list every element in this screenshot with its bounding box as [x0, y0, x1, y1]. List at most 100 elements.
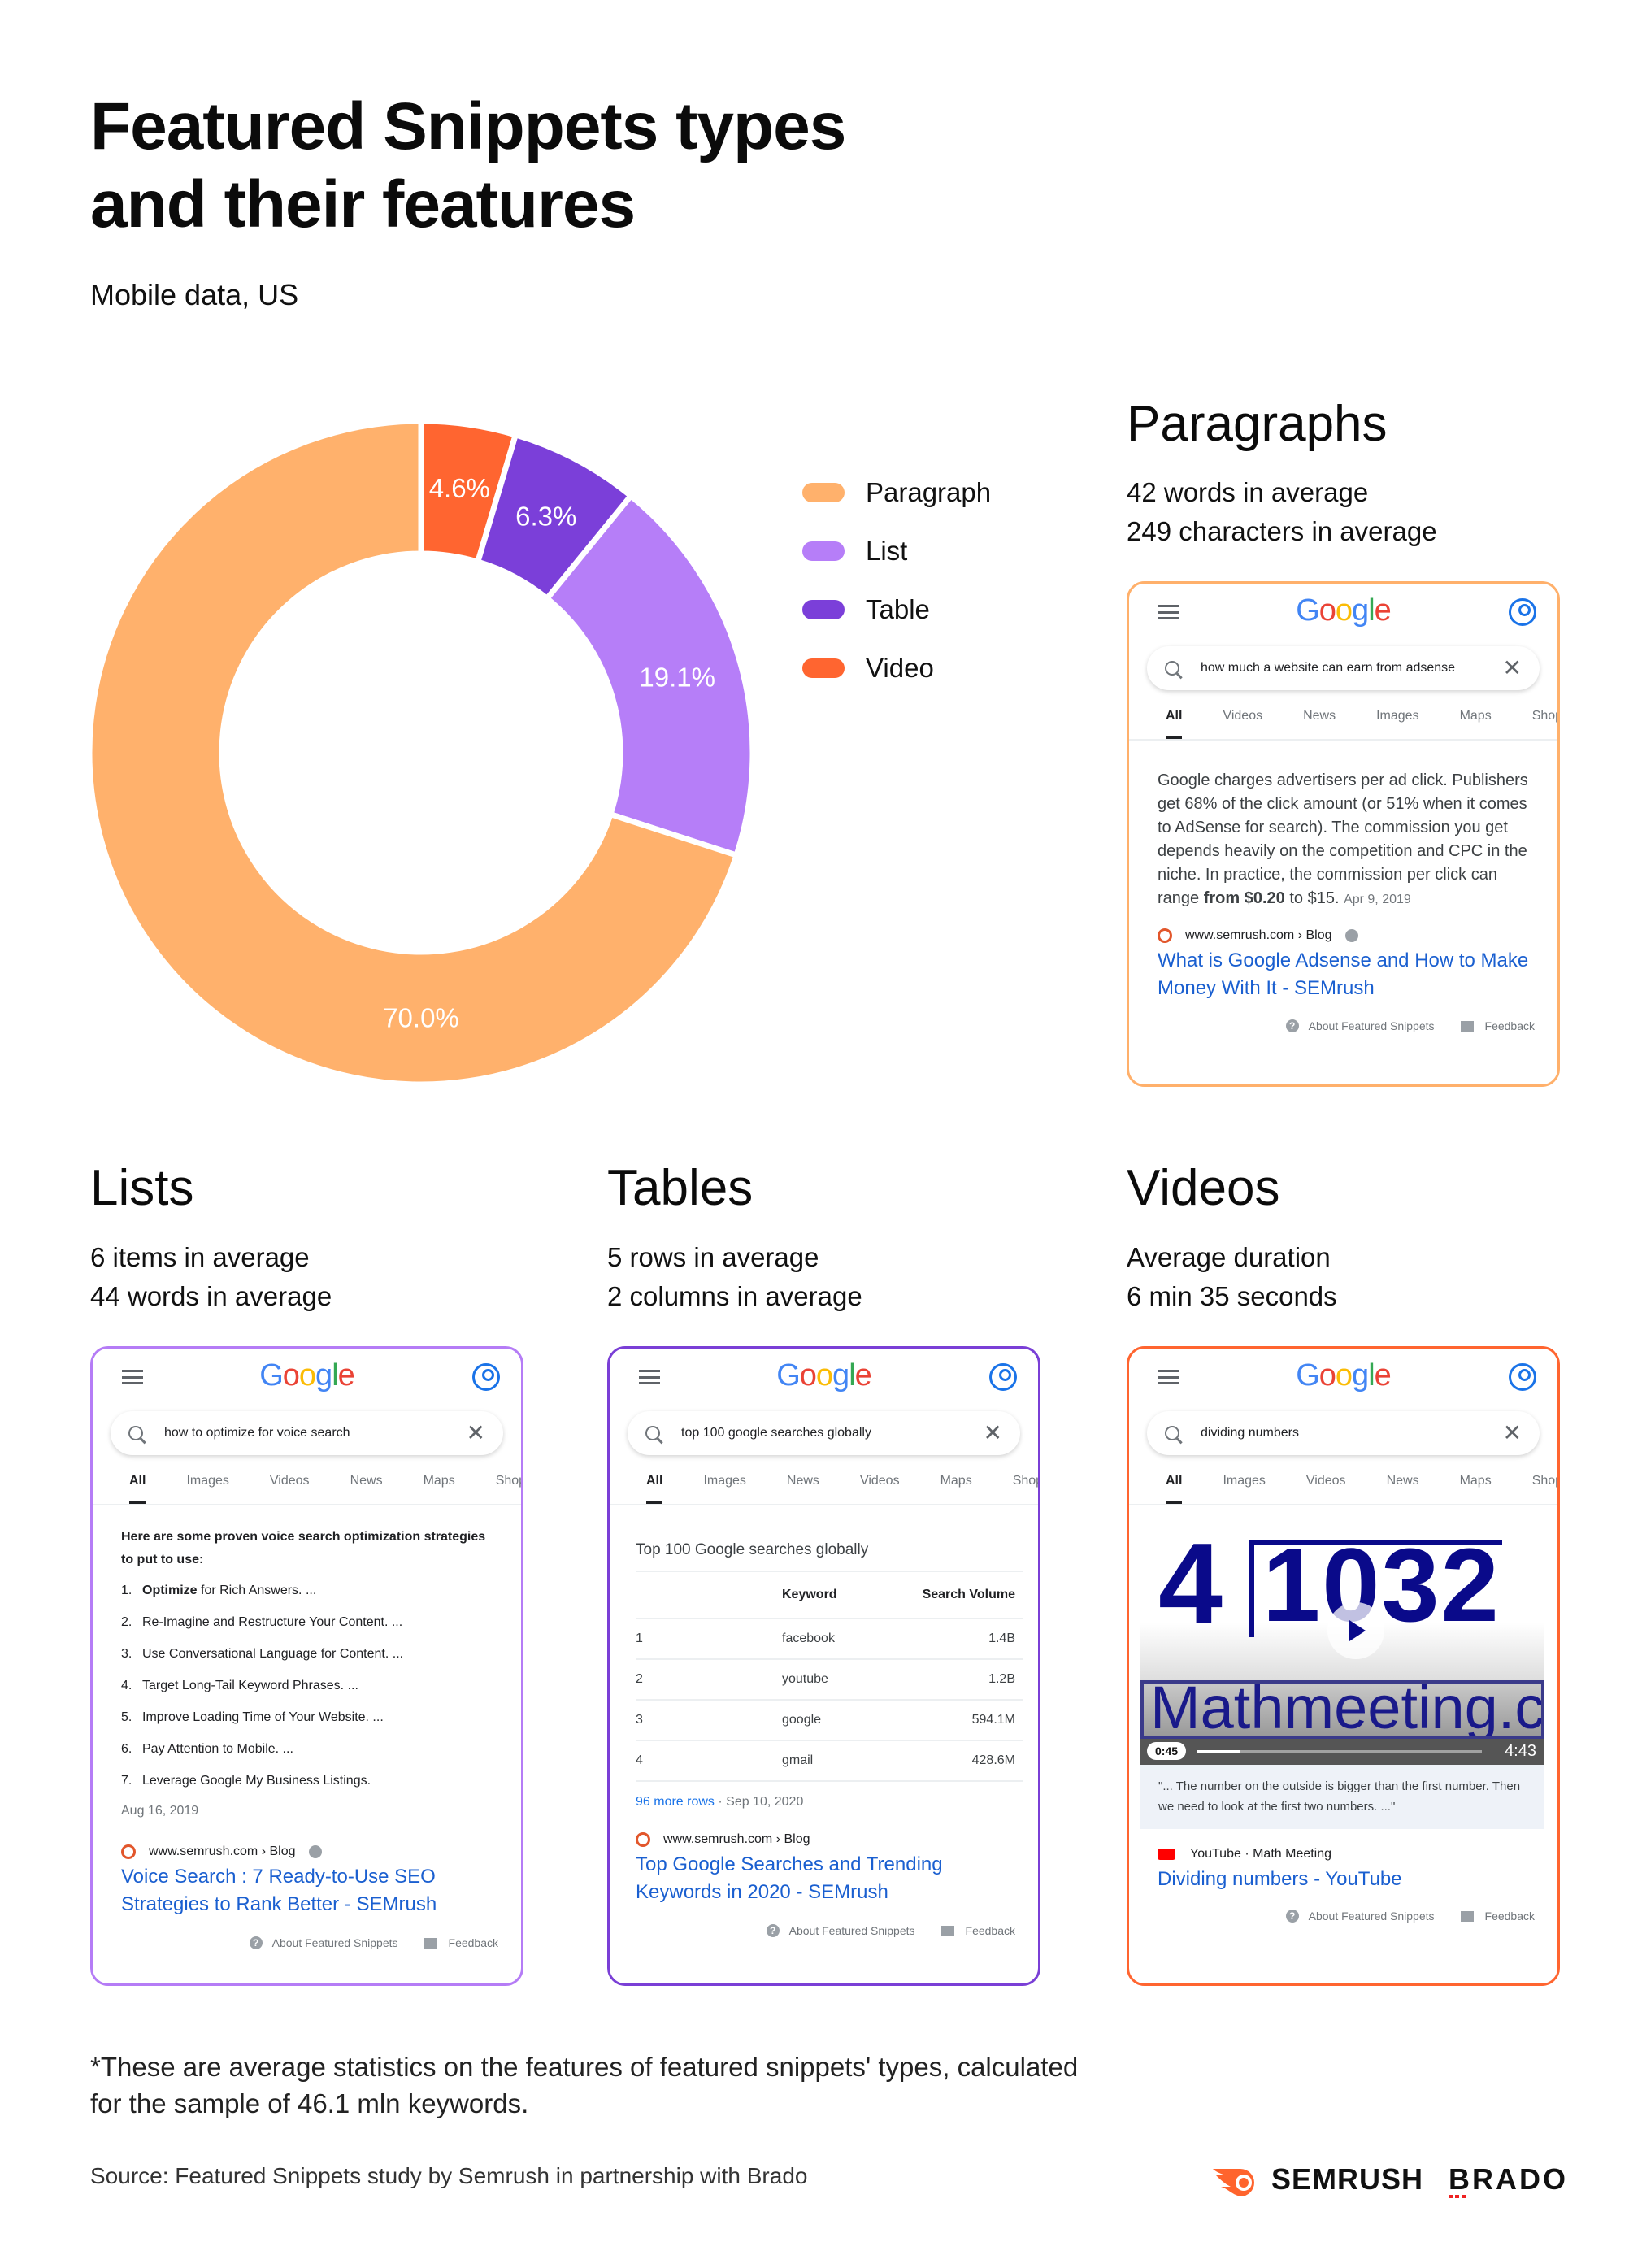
tab-videos[interactable]: Videos — [1223, 709, 1263, 723]
tab-all[interactable]: All — [646, 1471, 663, 1504]
tab-shoppi[interactable]: Shoppi — [1531, 1474, 1557, 1488]
tab-maps[interactable]: Maps — [423, 1474, 455, 1488]
thumb-divisor: 4 — [1158, 1527, 1223, 1649]
search-tabs: All Videos News Images Maps Shoppi — [1129, 706, 1557, 741]
list-item: 4. Target Long-Tail Keyword Phrases. ... — [121, 1670, 493, 1701]
google-logo-letter: o — [1335, 1358, 1353, 1393]
result-title-link[interactable]: Voice Search : 7 Ready-to-Use SEO Strate… — [121, 1866, 437, 1915]
tab-shoppi[interactable]: Shoppi — [495, 1474, 521, 1488]
tab-videos[interactable]: Videos — [1305, 1474, 1346, 1488]
account-icon[interactable] — [1509, 1363, 1536, 1391]
search-icon — [1165, 661, 1179, 676]
about-featured-snippets-link[interactable]: About Featured Snippets — [1308, 1910, 1435, 1923]
snippet-text: Google charges advertisers per ad click.… — [1158, 771, 1528, 907]
menu-icon[interactable] — [1158, 1370, 1179, 1384]
video-progress-track[interactable] — [1197, 1750, 1482, 1753]
search-input[interactable]: dividing numbers — [1201, 1426, 1299, 1440]
feedback-link[interactable]: Feedback — [1484, 1019, 1535, 1032]
about-featured-snippets-link[interactable]: About Featured Snippets — [788, 1924, 915, 1937]
list-text: Use Conversational Language for Content.… — [142, 1638, 403, 1670]
table-cell: 3 — [636, 1713, 643, 1727]
feedback-icon — [940, 1925, 954, 1936]
google-logo-letter: o — [298, 1358, 316, 1393]
list-item: 6. Pay Attention to Mobile. ... — [121, 1733, 493, 1765]
menu-icon[interactable] — [639, 1370, 660, 1384]
list-text: Target Long-Tail Keyword Phrases. ... — [142, 1670, 358, 1701]
stat-line: 2 columns in average — [607, 1281, 862, 1311]
tab-news[interactable]: News — [1303, 709, 1336, 723]
about-featured-snippets-link[interactable]: About Featured Snippets — [271, 1936, 398, 1949]
feedback-link[interactable]: Feedback — [965, 1924, 1015, 1937]
search-input[interactable]: top 100 google searches globally — [681, 1426, 871, 1440]
tab-images[interactable]: Images — [1376, 709, 1419, 723]
tab-images[interactable]: Images — [703, 1474, 746, 1488]
account-icon[interactable] — [1509, 598, 1536, 626]
snippet-footer: ? About Featured Snippets Feedback — [1129, 1015, 1557, 1037]
result-title-link[interactable]: Top Google Searches and Trending Keyword… — [636, 1853, 943, 1903]
search-bar[interactable]: dividing numbers ✕ — [1147, 1411, 1540, 1455]
snippet-table: Keyword Search Volume 1 facebook 1.4B 2 youtub… — [636, 1572, 1023, 1782]
stat-line: 6 min 35 seconds — [1127, 1281, 1337, 1311]
feedback-link[interactable]: Feedback — [1484, 1910, 1535, 1923]
tab-maps[interactable]: Maps — [1459, 709, 1492, 723]
search-bar[interactable]: top 100 google searches globally ✕ — [628, 1411, 1020, 1455]
table-cell: 1.2B — [988, 1672, 1015, 1686]
search-input[interactable]: how to optimize for voice search — [164, 1426, 350, 1440]
video-caption: "... The number on the outside is bigger… — [1140, 1765, 1544, 1829]
google-logo: Google — [1129, 593, 1557, 628]
table-cell: 1 — [636, 1631, 643, 1645]
play-button[interactable] — [1327, 1602, 1384, 1659]
feedback-link[interactable]: Feedback — [448, 1936, 498, 1949]
result-title-link[interactable]: What is Google Adsense and How to Make M… — [1158, 949, 1529, 999]
legend-swatch — [802, 600, 845, 619]
tab-maps[interactable]: Maps — [940, 1474, 972, 1488]
tab-all[interactable]: All — [129, 1471, 146, 1504]
clear-icon[interactable]: ✕ — [983, 1420, 1002, 1445]
clear-icon[interactable]: ✕ — [1502, 655, 1522, 680]
tab-news[interactable]: News — [1386, 1474, 1419, 1488]
youtube-icon — [1158, 1849, 1175, 1860]
brado-dots — [1449, 2195, 1568, 2198]
video-thumbnail[interactable]: 4 1032 Mathmeeting.com 0:45 4:43 — [1140, 1527, 1544, 1765]
tab-news[interactable]: News — [786, 1474, 819, 1488]
search-bar[interactable]: how to optimize for voice search ✕ — [111, 1411, 503, 1455]
help-icon: ? — [1285, 1019, 1299, 1032]
legend-label: Table — [866, 594, 930, 624]
snippet-footer: ? About Featured Snippets Feedback — [1129, 1905, 1557, 1927]
about-featured-snippets-link[interactable]: About Featured Snippets — [1308, 1019, 1435, 1032]
list-rest: Leverage Google My Business Listings. — [142, 1774, 371, 1788]
tab-videos[interactable]: Videos — [269, 1474, 310, 1488]
tab-maps[interactable]: Maps — [1459, 1474, 1492, 1488]
menu-icon[interactable] — [1158, 605, 1179, 619]
current-time-bubble: 0:45 — [1147, 1742, 1187, 1760]
account-icon[interactable] — [989, 1363, 1017, 1391]
division-bracket — [1249, 1540, 1502, 1637]
search-input[interactable]: how much a website can earn from adsense — [1201, 661, 1456, 675]
tab-all[interactable]: All — [1166, 1471, 1183, 1504]
table-title: Top 100 Google searches globally — [636, 1533, 1023, 1572]
tab-videos[interactable]: Videos — [859, 1474, 900, 1488]
title-line-1: Featured Snippets types — [90, 89, 846, 163]
google-logo-letter: o — [1318, 1358, 1336, 1393]
tab-all[interactable]: All — [1166, 706, 1183, 739]
clear-icon[interactable]: ✕ — [1502, 1420, 1522, 1445]
tab-shoppi[interactable]: Shoppi — [1531, 709, 1557, 723]
tab-news[interactable]: News — [350, 1474, 383, 1488]
tab-shoppi[interactable]: Shoppi — [1012, 1474, 1038, 1488]
list-rest: for Rich Answers. ... — [197, 1584, 317, 1597]
brado-logo: BRADO — [1449, 2162, 1568, 2198]
stat-line: 44 words in average — [90, 1281, 332, 1311]
menu-icon[interactable] — [122, 1370, 143, 1384]
result-title-link[interactable]: Dividing numbers - YouTube — [1158, 1868, 1402, 1890]
clear-icon[interactable]: ✕ — [466, 1420, 485, 1445]
tab-images[interactable]: Images — [1223, 1474, 1266, 1488]
help-icon: ? — [1285, 1910, 1299, 1923]
account-icon[interactable] — [472, 1363, 500, 1391]
slice-label-paragraph: 70.0% — [383, 1003, 459, 1033]
search-bar[interactable]: how much a website can earn from adsense… — [1147, 646, 1540, 690]
tab-images[interactable]: Images — [186, 1474, 229, 1488]
lists-stats: 6 items in average 44 words in average — [90, 1238, 332, 1316]
more-rows-link[interactable]: 96 more rows — [636, 1795, 715, 1809]
google-logo-letter: e — [854, 1358, 872, 1393]
google-logo-letter: g — [1352, 593, 1369, 628]
